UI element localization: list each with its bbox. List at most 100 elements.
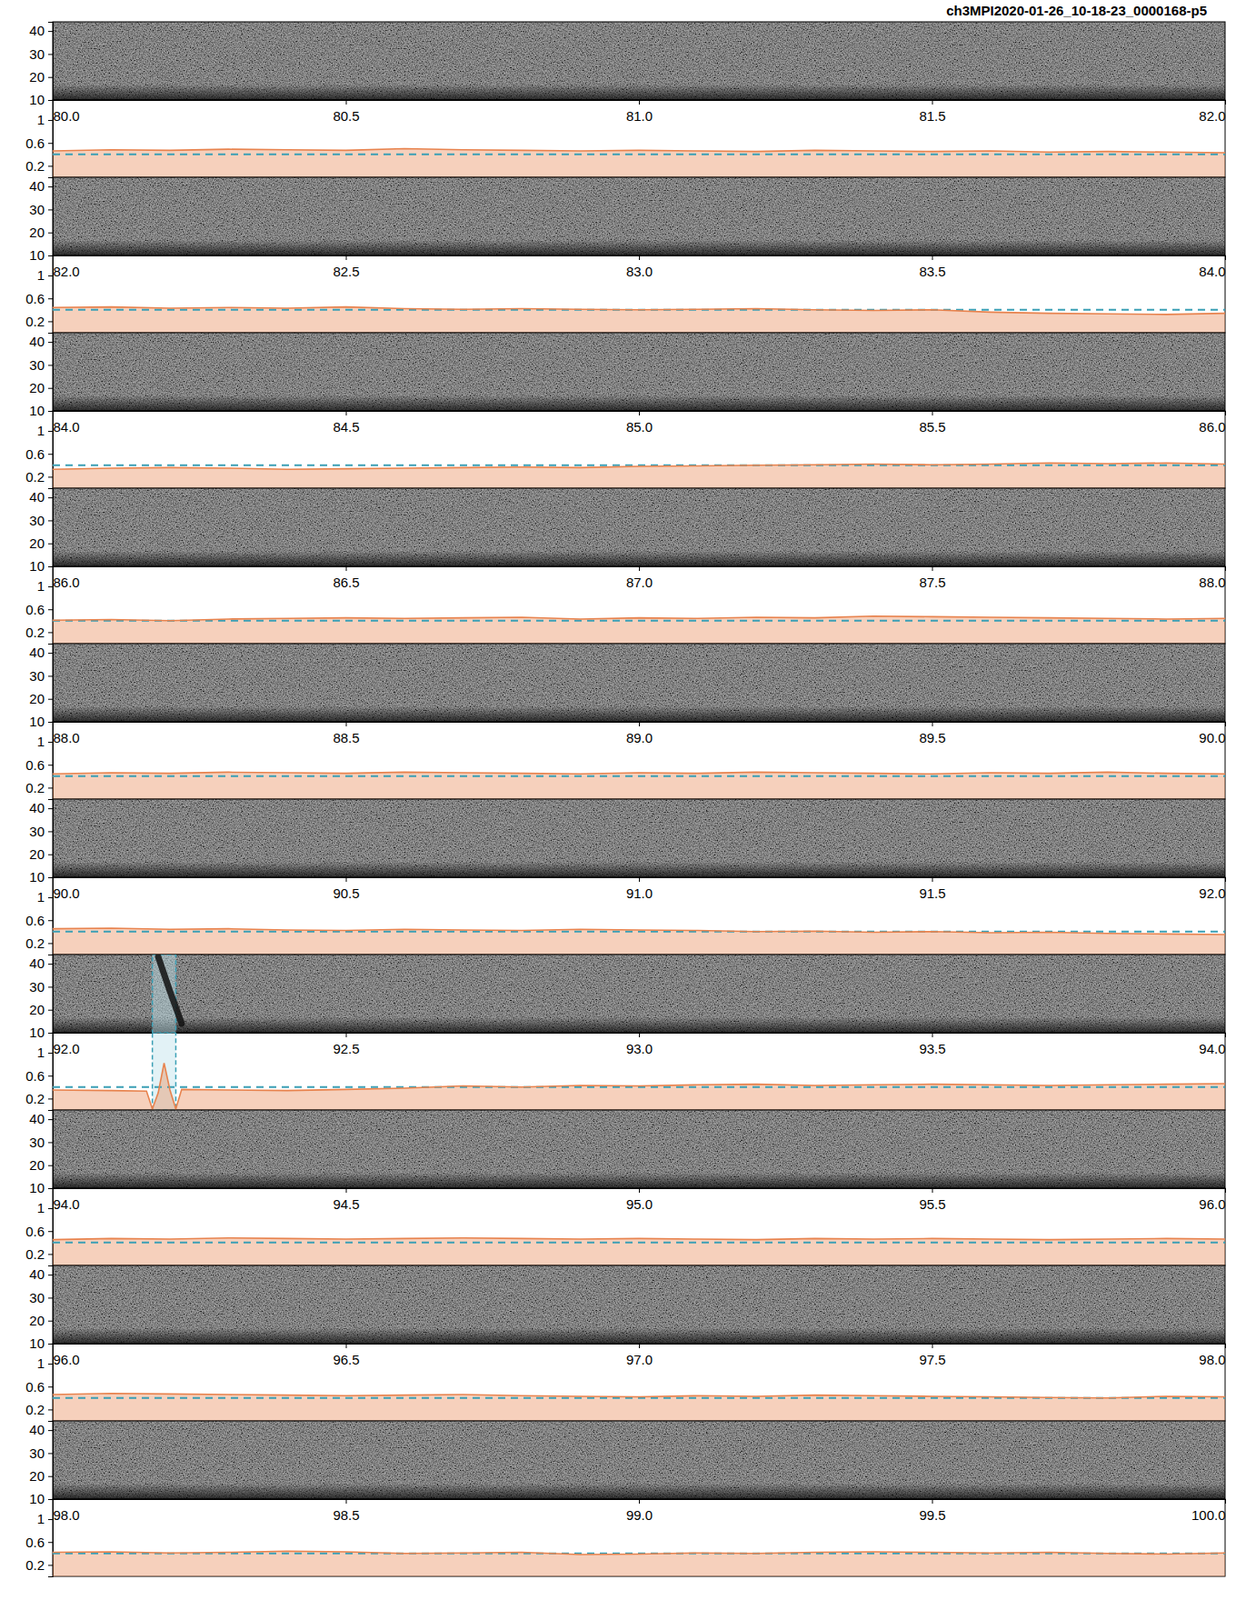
tick-label: 0.6 xyxy=(25,1378,45,1395)
tick-mark xyxy=(932,99,934,105)
probability-marks xyxy=(52,616,1226,644)
tick: 1 xyxy=(37,1044,53,1060)
tick: 80.5 xyxy=(332,99,359,124)
tick-mark xyxy=(48,165,53,167)
panel-row: 102030400.20.6184.084.585.085.586.0 xyxy=(25,332,1226,489)
tick-mark xyxy=(48,1230,53,1232)
tick-label: 0.2 xyxy=(25,1090,45,1107)
tick-mark xyxy=(48,919,53,921)
tick-mark xyxy=(932,721,934,727)
tick: 10 xyxy=(29,247,53,263)
tick-label: 30 xyxy=(29,1134,45,1150)
tick-mark xyxy=(48,787,53,788)
tick-mark xyxy=(48,1429,53,1431)
tick-label: 10 xyxy=(29,713,45,729)
x-axis: 92.092.593.093.594.0 xyxy=(53,1032,1227,1057)
probability-frame xyxy=(52,1343,1226,1421)
tick-mark xyxy=(48,1009,53,1011)
tick: 97.0 xyxy=(626,1343,653,1367)
spectrogram-shade xyxy=(52,1420,1226,1499)
tick-label: 30 xyxy=(29,978,45,995)
tick-mark xyxy=(48,986,53,987)
tick-label: 0.6 xyxy=(25,1223,45,1239)
tick-label: 97.5 xyxy=(918,1351,946,1367)
tick-mark xyxy=(1225,721,1227,727)
tick-label: 0.2 xyxy=(25,158,45,174)
tick-label: 83.0 xyxy=(626,263,653,280)
tick-mark xyxy=(48,1075,53,1077)
spectrogram-background xyxy=(52,798,1226,878)
tick: 1 xyxy=(37,1510,53,1526)
tick-mark xyxy=(52,877,54,882)
tick-mark xyxy=(346,721,348,727)
tick: 20 xyxy=(29,846,53,862)
tick: 0.2 xyxy=(25,1556,53,1573)
tick: 82.0 xyxy=(1198,99,1226,124)
axis-line xyxy=(48,178,54,257)
spectrogram-shade xyxy=(52,1109,1226,1188)
tick: 86.5 xyxy=(332,566,359,590)
tick: 92.0 xyxy=(1198,877,1226,901)
tick-label: 20 xyxy=(29,1312,45,1328)
tick-label: 88.0 xyxy=(53,729,80,746)
tick-mark xyxy=(48,1541,53,1543)
tick-label: 82.0 xyxy=(53,263,80,280)
probability-line xyxy=(52,462,1226,469)
axis-line xyxy=(48,955,54,1034)
tick: 0.2 xyxy=(25,624,53,640)
spectrogram-texture xyxy=(52,1109,1226,1188)
probability-area xyxy=(52,927,1226,955)
tick-label: 86.0 xyxy=(53,574,80,590)
spectrogram-shade xyxy=(52,954,1226,1033)
tick-label: 85.0 xyxy=(626,418,653,435)
tick-mark xyxy=(638,566,640,571)
probability-background xyxy=(52,1187,1226,1266)
tick-mark xyxy=(1225,566,1227,571)
tick-label: 80.0 xyxy=(53,108,80,124)
spectrogram-background xyxy=(52,954,1226,1033)
tick: 83.0 xyxy=(626,255,653,280)
tick-label: 86.5 xyxy=(332,574,359,590)
tick-label: 97.0 xyxy=(626,1351,653,1367)
tick: 88.0 xyxy=(53,721,80,746)
tick-label: 87.5 xyxy=(918,574,946,590)
probability-marks xyxy=(52,307,1226,333)
spectrogram-frame xyxy=(52,21,1226,100)
tick-mark xyxy=(48,186,53,188)
tick: 97.5 xyxy=(918,1343,946,1367)
tick: 0.2 xyxy=(25,935,53,951)
tick-label: 30 xyxy=(29,667,45,684)
spectrogram-texture xyxy=(52,798,1226,878)
spectrogram-background xyxy=(52,177,1226,256)
tick-label: 86.0 xyxy=(1198,418,1226,435)
probability-background xyxy=(52,410,1226,489)
tick-mark xyxy=(638,255,640,260)
tick-mark xyxy=(48,453,53,455)
probability-area xyxy=(52,1550,1226,1576)
tick-mark xyxy=(48,807,53,809)
tick-mark xyxy=(638,721,640,727)
probability-line xyxy=(52,927,1226,935)
panel-row: 102030400.20.6182.082.583.083.584.0 xyxy=(25,177,1226,334)
spectrogram-texture xyxy=(52,643,1226,722)
tick: 0.2 xyxy=(25,1401,53,1417)
tick-label: 0.6 xyxy=(25,912,45,928)
x-axis: 90.090.591.091.592.0 xyxy=(53,877,1227,901)
tick-mark xyxy=(932,410,934,416)
probability-frame xyxy=(52,1032,1226,1110)
tick-mark xyxy=(346,1498,348,1504)
tick: 40 xyxy=(29,333,53,349)
tick-label: 20 xyxy=(29,69,45,85)
title: ch3MPI2020-01-26_10-18-23_0000168-p5 xyxy=(946,2,1207,19)
tick: 0.2 xyxy=(25,468,53,485)
probability-y-axis: 0.20.61 xyxy=(25,722,53,800)
tick-mark xyxy=(52,566,54,571)
tick: 10 xyxy=(29,713,53,729)
spectrogram-texture xyxy=(52,954,1226,1033)
tick: 92.0 xyxy=(53,1032,80,1057)
tick-label: 1 xyxy=(37,1355,45,1371)
tick-mark xyxy=(346,1343,348,1348)
tick: 30 xyxy=(29,201,53,218)
tick-mark xyxy=(638,99,640,105)
tick: 40 xyxy=(29,799,53,816)
